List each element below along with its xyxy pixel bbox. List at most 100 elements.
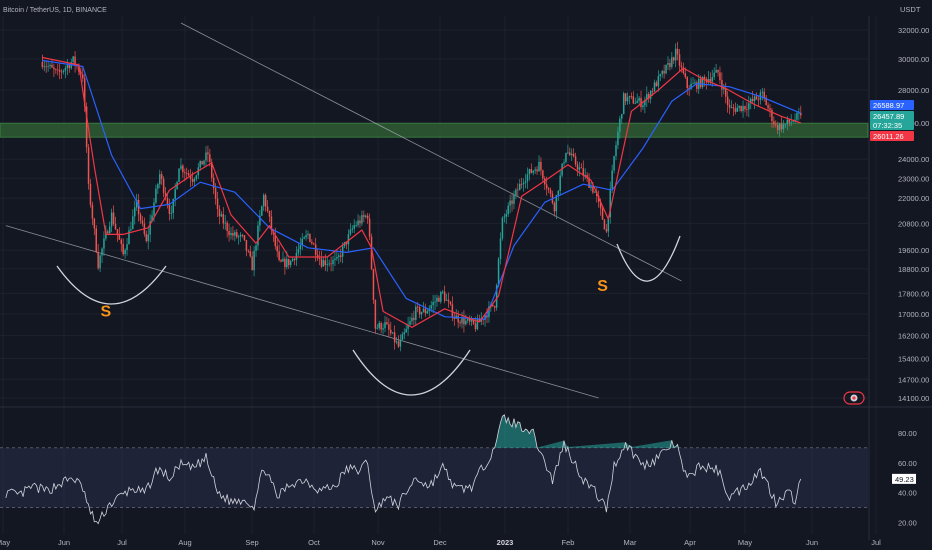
candle-body [170,212,173,214]
alert-badge[interactable] [843,391,865,405]
candle-body [701,76,704,88]
candle-body [47,66,49,67]
candle-body [640,97,642,108]
candle-body [110,212,113,227]
candle-body [311,241,313,244]
candle-body [443,291,446,301]
candle-body [380,322,382,330]
candle-body [253,250,255,271]
candle-body [185,173,188,174]
candle-body [386,322,388,325]
candle-body [476,318,479,330]
candle-body [303,237,305,239]
candle-body [332,259,334,265]
candle-body [761,91,764,93]
candle-body [563,162,565,164]
candle-body [630,96,633,97]
price-tick-label: 17000.00 [898,310,929,319]
candle-body [659,74,662,77]
candle-body [628,96,631,98]
candle-body [632,96,635,104]
rsi-tick-label: 80.00 [898,429,917,438]
candle-body [93,218,96,229]
candle-body [717,69,719,73]
candle-body [515,189,517,196]
alert-badge-outline[interactable] [843,391,865,405]
rsi-axis[interactable]: 80.00 60.00 40.00 20.00 49.23 [892,429,917,528]
candle-body [715,69,717,73]
candle-body [203,160,205,165]
candle-body [586,174,588,178]
candle-body [345,242,348,245]
candle-body [195,175,198,179]
candle-body [599,201,602,209]
candle-body [753,96,756,102]
rsi-last-label: 49.23 [895,475,914,484]
candle-body [361,215,363,224]
candle-body [744,106,746,110]
candle-body [773,121,775,125]
price-tag-box [870,111,914,121]
candle-body [107,231,109,234]
candle-body [286,258,288,268]
trendlines [5,22,682,399]
candle-body [686,77,688,89]
candle-body [678,54,681,66]
candle-body [613,156,615,171]
candle-body [293,258,296,261]
candle-body [241,234,244,236]
candle-body [245,240,248,251]
candle-body [420,312,423,315]
candle-body [555,195,558,212]
candle-body [434,301,436,303]
time-tick-label: Aug [178,538,191,547]
candle-body [128,230,130,245]
candle-body [478,318,481,322]
candle-body [495,285,498,308]
candle-body [792,121,794,123]
candle-body [122,243,124,255]
candle-body [166,198,169,205]
pattern-label: S [101,304,112,321]
candle-body [174,189,176,199]
candle-body [243,235,246,241]
time-tick-label: Dec [433,538,447,547]
candle-body [415,306,417,320]
price-tick-label: 19600.00 [898,246,929,255]
candle-body [626,97,629,102]
candle-body [638,97,640,101]
price-tick-label: 20800.00 [898,219,929,228]
price-tag-label: 26588.97 [873,101,904,110]
candle-body [378,322,380,328]
price-tag-box [870,120,914,130]
candle-body [699,78,702,88]
time-tick-label: Oct [308,538,321,547]
candle-body [730,107,733,109]
candle-body [172,198,174,213]
time-tick-label: 2023 [497,538,514,547]
candle-body [326,264,328,266]
candle-body [137,199,140,215]
candle-body [328,263,330,265]
candle-body [449,301,452,305]
candle-body [728,105,731,108]
candle-body [690,83,692,90]
candle-body [622,93,625,115]
candle-body [528,169,531,175]
candle-body [457,315,459,323]
candle-body [559,175,561,191]
candle-body [526,174,529,182]
candle-body [788,119,790,123]
candle-body [347,234,350,245]
candle-body [301,238,303,246]
rsi-line [5,414,802,525]
time-tick-label: Jul [117,538,127,547]
candle-body [135,199,138,208]
time-axis[interactable]: May Jun Jul Aug Sep Oct Nov Dec 2023 Feb Mar Apr May… [0,538,881,547]
candle-body [748,103,750,110]
candle-body [232,233,234,236]
candle-body [349,229,352,235]
candle-body [249,251,251,257]
